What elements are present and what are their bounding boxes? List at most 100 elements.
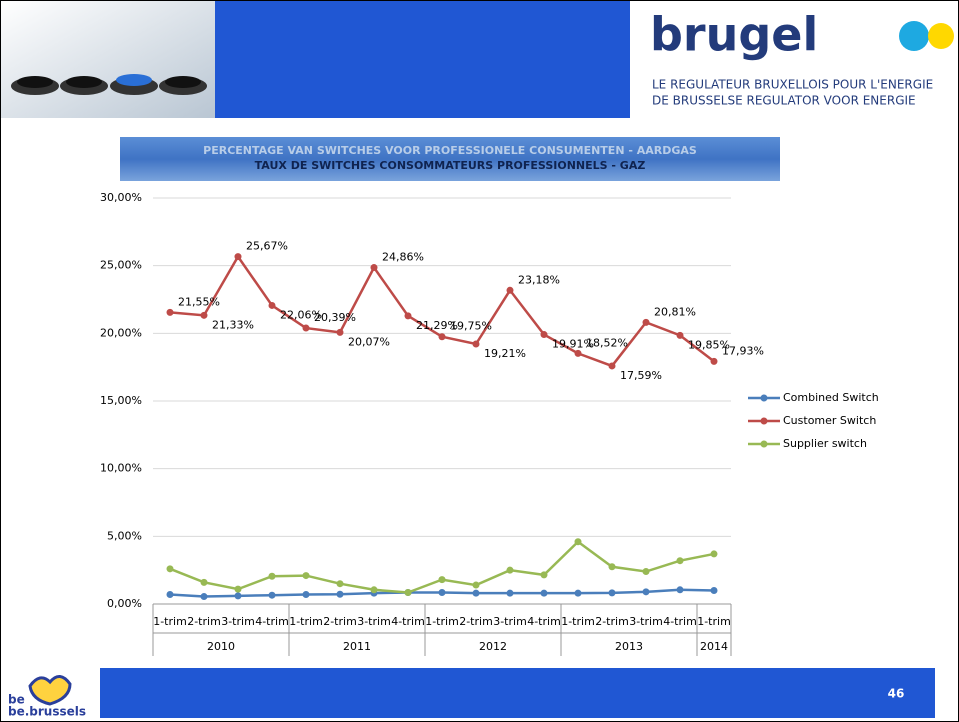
point: [642, 568, 650, 576]
group-label: 2013: [615, 640, 643, 653]
point: [404, 312, 412, 320]
point: [540, 589, 548, 597]
x-tick-label: 3-trim: [493, 615, 527, 628]
data-label: 18,52%: [586, 336, 628, 349]
point: [200, 578, 208, 586]
data-label: 19,91%: [552, 338, 594, 351]
x-tick-label: 4-trim: [527, 615, 561, 628]
chart-subtitle: TAUX DE SWITCHES CONSOMMATEURS PROFESSIO…: [255, 159, 646, 172]
y-tick-label: 25,00%: [100, 259, 142, 272]
logo-dot: [899, 21, 929, 51]
point: [336, 328, 344, 336]
point: [166, 591, 174, 599]
legend-swatch: [760, 394, 768, 402]
data-label: 21,55%: [178, 295, 220, 308]
point: [710, 586, 718, 594]
point: [710, 357, 718, 365]
data-label: 17,93%: [722, 344, 764, 357]
logo-dot: [928, 23, 954, 49]
x-tick-label: 4-trim: [255, 615, 289, 628]
x-tick-label: 1-trim: [561, 615, 595, 628]
logo: brugel: [650, 8, 818, 62]
group-label: 2012: [479, 640, 507, 653]
point: [302, 324, 310, 332]
data-label: 19,85%: [688, 338, 730, 351]
y-tick-label: 0,00%: [107, 597, 142, 610]
point: [268, 591, 276, 599]
legend-label: Customer Switch: [783, 414, 876, 427]
logo-subtitle: DE BRUSSELSE REGULATOR VOOR ENERGIE: [652, 94, 916, 108]
point: [438, 333, 446, 341]
point: [370, 586, 378, 594]
header-band: [215, 1, 630, 118]
data-label: 19,75%: [450, 320, 492, 333]
point: [234, 253, 242, 261]
point: [234, 585, 242, 593]
y-tick-label: 5,00%: [107, 529, 142, 542]
point: [676, 557, 684, 565]
point: [608, 589, 616, 597]
y-tick-label: 15,00%: [100, 394, 142, 407]
x-tick-label: 1-trim: [153, 615, 187, 628]
footer-band: [100, 668, 935, 718]
data-label: 25,67%: [246, 240, 288, 253]
point: [506, 286, 514, 294]
data-label: 21,33%: [212, 318, 254, 331]
point: [166, 308, 174, 316]
point: [472, 589, 480, 597]
point: [608, 563, 616, 571]
point: [642, 588, 650, 596]
y-tick-label: 20,00%: [100, 326, 142, 339]
point: [676, 586, 684, 594]
legend-label: Supplier switch: [783, 437, 867, 450]
chart-title: PERCENTAGE VAN SWITCHES VOOR PROFESSIONE…: [203, 144, 697, 157]
point: [166, 565, 174, 573]
data-label: 19,21%: [484, 347, 526, 360]
point: [540, 571, 548, 579]
brand: be.brussels: [8, 705, 86, 719]
data-label: 17,59%: [620, 369, 662, 382]
point: [574, 538, 582, 546]
point: [608, 362, 616, 370]
point: [472, 581, 480, 589]
x-tick-label: 2-trim: [459, 615, 493, 628]
header-photo: [1, 1, 215, 118]
brand-heart: [28, 675, 72, 706]
group-label: 2011: [343, 640, 371, 653]
x-tick-label: 3-trim: [221, 615, 255, 628]
x-tick-label: 4-trim: [663, 615, 697, 628]
point: [234, 592, 242, 600]
legend-label: Combined Switch: [783, 391, 879, 404]
point: [710, 550, 718, 558]
point: [200, 593, 208, 601]
data-label: 20,81%: [654, 305, 696, 318]
title-box: [120, 137, 780, 181]
point: [336, 590, 344, 598]
page-number: 46: [888, 687, 905, 701]
point: [574, 349, 582, 357]
burners: [11, 74, 207, 95]
chart: 0,00% 5,00% 10,00% 15,00% 20,00% 25,00% 30,00%…: [100, 191, 879, 656]
point: [370, 264, 378, 272]
logo-subtitle: LE REGULATEUR BRUXELLOIS POUR L'ENERGIE: [652, 78, 933, 92]
group-label: 2014: [700, 640, 728, 653]
data-label: 23,18%: [518, 273, 560, 286]
legend-swatch: [760, 417, 768, 425]
legend-swatch: [760, 440, 768, 448]
point: [438, 588, 446, 596]
data-label: 20,07%: [348, 335, 390, 348]
x-tick-label: 1-trim: [697, 615, 731, 628]
point: [506, 589, 514, 597]
x-tick-label: 2-trim: [595, 615, 629, 628]
point: [676, 331, 684, 339]
point: [200, 311, 208, 319]
point: [642, 318, 650, 326]
y-tick-label: 10,00%: [100, 462, 142, 475]
data-label: 21,29%: [416, 319, 458, 332]
point: [574, 589, 582, 597]
data-label: 22,06%: [280, 308, 322, 321]
x-tick-label: 2-trim: [187, 615, 221, 628]
x-tick-label: 1-trim: [289, 615, 323, 628]
